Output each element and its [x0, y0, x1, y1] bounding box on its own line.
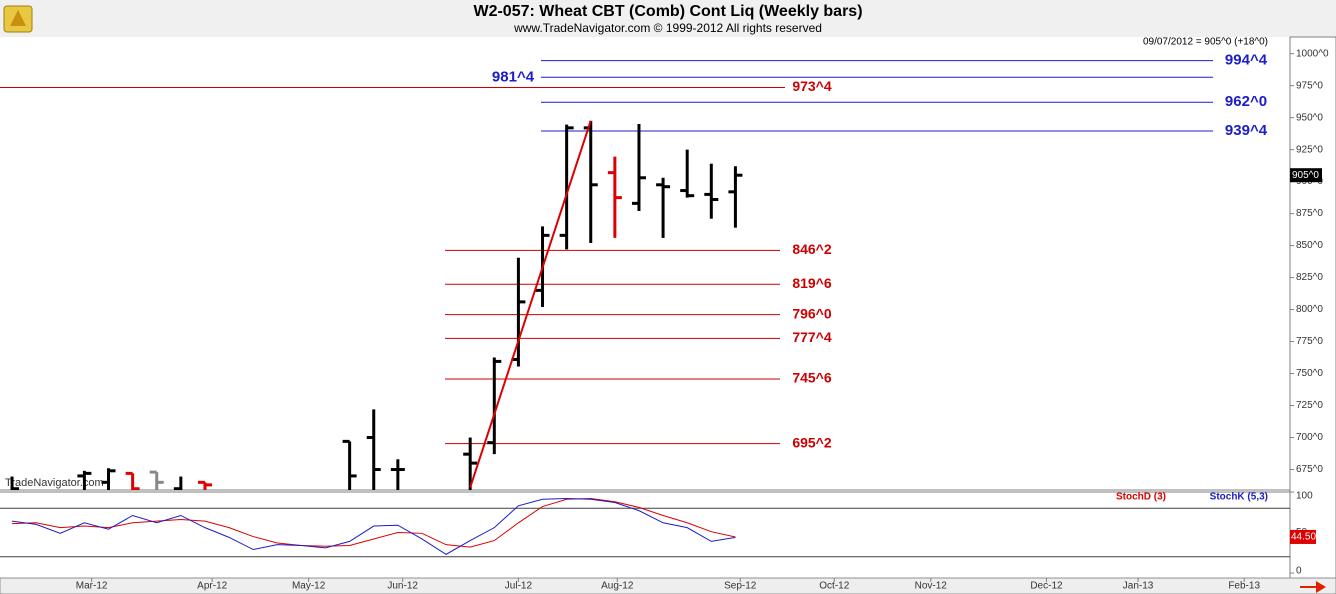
- x-tick-label: Jun-12: [387, 581, 418, 592]
- y-tick-label: 675^0: [1296, 464, 1323, 475]
- y-tick-label: 700^0: [1296, 432, 1323, 443]
- level-label: 973^4: [792, 78, 832, 94]
- trendline: [469, 120, 592, 488]
- level-label: 796^0: [792, 305, 832, 321]
- y-tick-label: 725^0: [1296, 400, 1323, 411]
- y-tick-label: 950^0: [1296, 112, 1323, 123]
- y-tick-label: 1000^0: [1296, 48, 1329, 59]
- x-tick-label: May-12: [292, 581, 326, 592]
- x-tick-label: Aug-12: [601, 581, 634, 592]
- x-tick-label: Feb-13: [1228, 581, 1260, 592]
- price-plot: [0, 60, 1213, 490]
- title-bar: [0, 0, 1336, 37]
- level-label: 994^4: [1225, 52, 1268, 69]
- y-tick-label: 875^0: [1296, 208, 1323, 219]
- x-tick-label: Apr-12: [197, 581, 227, 592]
- y-tick-label: 0: [1296, 566, 1302, 577]
- x-tick-label: Oct-12: [819, 581, 849, 592]
- logo: [3, 5, 33, 33]
- legend-entry: StochK (5,3): [1210, 492, 1268, 503]
- scroll-arrow[interactable]: [1300, 581, 1326, 593]
- y-tick-label: 100: [1296, 491, 1313, 502]
- x-tick-label: Jul-12: [505, 581, 533, 592]
- legend-entry: StochD (3): [1116, 492, 1166, 503]
- y-tick-label: 775^0: [1296, 336, 1323, 347]
- y-tick-label: 850^0: [1296, 240, 1323, 251]
- x-tick-label: Dec-12: [1030, 581, 1063, 592]
- stoch-line: [11, 497, 736, 555]
- stoch-line: [12, 497, 736, 548]
- level-label: 777^4: [792, 329, 832, 345]
- axes: 675^0 700^0 725^0 750^0 775^0 800^0 825^0 850^0…: [76, 48, 1329, 591]
- x-tick-label: Mar-12: [76, 581, 108, 592]
- level-label: 981^4: [492, 68, 535, 85]
- x-tick-label: Jan-13: [1123, 581, 1154, 592]
- y-tick-label: 750^0: [1296, 368, 1323, 379]
- last-value-label: 44.50: [1291, 532, 1316, 543]
- level-label: 846^2: [792, 241, 832, 257]
- y-tick-label: 975^0: [1296, 80, 1323, 91]
- price-axis: [1289, 36, 1336, 579]
- time-axis: [0, 577, 1336, 594]
- level-label: 819^6: [792, 275, 832, 291]
- watermark: TradeNavigator.com: [5, 477, 104, 489]
- y-tick-label: 925^0: [1296, 144, 1323, 155]
- chart-subtitle: www.TradeNavigator.com © 1999-2012 All r…: [513, 21, 822, 35]
- info-text: 09/07/2012 = 905^0 (+18^0): [1143, 37, 1268, 48]
- x-tick-label: Sep-12: [724, 581, 757, 592]
- last-value-box: [1290, 529, 1316, 544]
- level-label: 962^0: [1225, 93, 1267, 110]
- stoch-plot: [0, 497, 1290, 558]
- level-label: 745^6: [792, 370, 832, 386]
- y-tick-label: 825^0: [1296, 272, 1323, 283]
- level-label: 939^4: [1225, 122, 1268, 139]
- last-price-box: [1290, 168, 1322, 183]
- level-label: 695^2: [792, 434, 832, 450]
- x-tick-label: Nov-12: [915, 581, 948, 592]
- last-price-label: 905^0: [1292, 170, 1319, 181]
- chart-title: W2-057: Wheat CBT (Comb) Cont Liq (Weekl…: [473, 3, 862, 20]
- y-tick-label: 800^0: [1296, 304, 1323, 315]
